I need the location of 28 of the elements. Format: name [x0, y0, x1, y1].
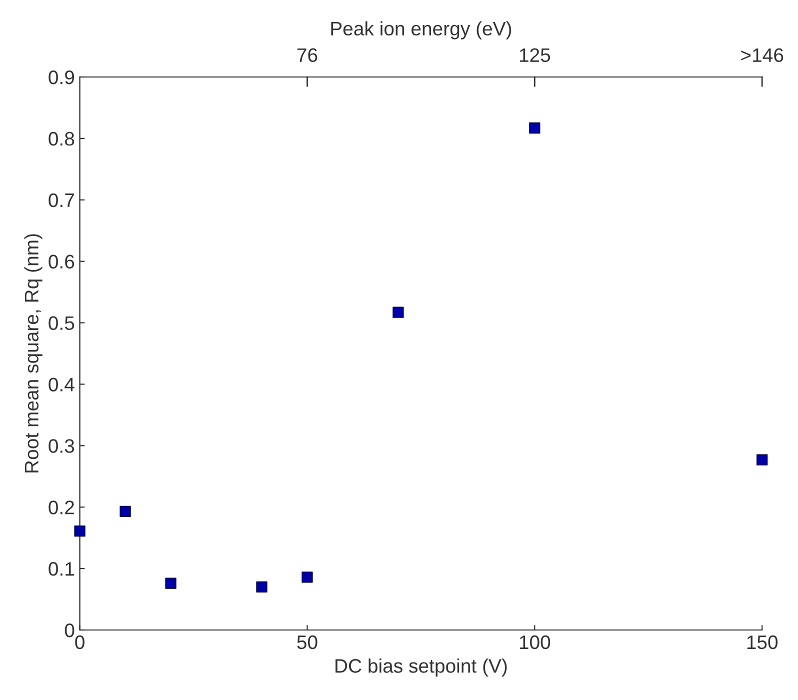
point	[392, 306, 404, 318]
point	[74, 526, 86, 537]
y-tick-label: 0.4	[48, 378, 74, 392]
point	[120, 506, 131, 517]
point	[302, 572, 313, 583]
y-tick-label: 0.7	[48, 193, 74, 208]
text: >146	[741, 48, 784, 62]
y-tick-label: 0.8	[48, 132, 74, 146]
y-tick-label: 0.9	[48, 70, 74, 84]
x-tick-label: 50	[297, 635, 318, 650]
y-tick-label: 0.1	[48, 562, 74, 576]
y-tick-label: 0.2	[48, 500, 74, 514]
y-tick-label: 0.5	[48, 316, 74, 330]
y-tick-label: 0.6	[48, 254, 74, 269]
x-tick-label: 0	[75, 635, 84, 650]
text: 125	[520, 48, 550, 62]
y-tick-label: 0.3	[48, 439, 74, 453]
point	[256, 581, 268, 593]
point	[165, 578, 176, 589]
x-axis-title: DC bias setpoint (V)	[336, 658, 507, 677]
point	[529, 122, 540, 134]
x2-axis-title: Peak ion energy (eV)	[331, 21, 512, 40]
text: 76	[297, 48, 318, 62]
y-tick-label: 0	[64, 623, 74, 638]
x-tick-label: 150	[747, 635, 778, 650]
x-tick-label: 100	[520, 635, 550, 650]
point	[756, 454, 768, 466]
y-axis-title: Root mean square, Rq (nm)	[24, 234, 42, 472]
